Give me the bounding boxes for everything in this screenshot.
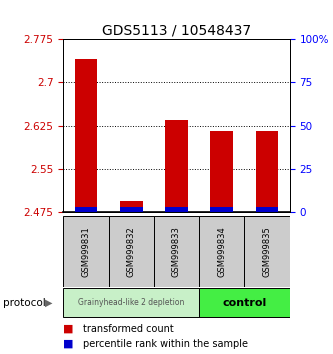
Bar <box>256 131 278 212</box>
Bar <box>63 288 199 317</box>
Bar <box>63 216 109 287</box>
Bar <box>165 207 188 212</box>
Bar <box>199 288 290 317</box>
Bar <box>120 207 143 212</box>
Text: GSM999834: GSM999834 <box>217 226 226 277</box>
Bar <box>244 216 290 287</box>
Text: GSM999833: GSM999833 <box>172 226 181 277</box>
Bar <box>199 216 244 287</box>
Text: ■: ■ <box>63 324 77 333</box>
Text: ▶: ▶ <box>45 298 53 308</box>
Bar <box>256 207 278 212</box>
Text: GSM999831: GSM999831 <box>81 226 91 277</box>
Bar <box>75 207 97 212</box>
Bar <box>120 201 143 212</box>
Text: ■: ■ <box>63 339 77 349</box>
Bar <box>75 59 97 212</box>
Text: Grainyhead-like 2 depletion: Grainyhead-like 2 depletion <box>78 298 184 307</box>
Text: percentile rank within the sample: percentile rank within the sample <box>83 339 248 349</box>
Bar <box>210 131 233 212</box>
Text: GSM999832: GSM999832 <box>127 226 136 277</box>
Bar <box>210 207 233 212</box>
Title: GDS5113 / 10548437: GDS5113 / 10548437 <box>102 24 251 38</box>
Bar <box>109 216 154 287</box>
Text: GSM999835: GSM999835 <box>262 226 272 277</box>
Bar <box>154 216 199 287</box>
Bar <box>165 120 188 212</box>
Text: protocol: protocol <box>3 298 46 308</box>
Text: transformed count: transformed count <box>83 324 174 333</box>
Text: control: control <box>222 298 266 308</box>
